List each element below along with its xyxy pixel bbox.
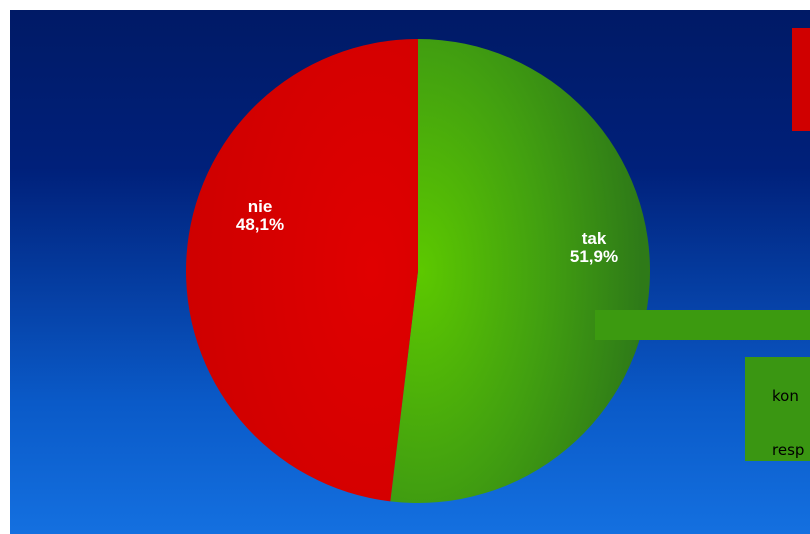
pie-slice-nie [186, 39, 418, 502]
slice-name-tak: tak [581, 229, 607, 248]
slice-name-nie: nie [247, 197, 273, 216]
slice-value-tak: 51,9% [569, 247, 619, 266]
chart-canvas: nie 48,1% tak 51,9% kon resp [10, 10, 810, 534]
info-text-line1: kon [772, 387, 799, 405]
slice-label-nie: nie 48,1% [215, 198, 305, 234]
pie-slice-tak [390, 39, 651, 503]
green-info-box: kon resp [745, 357, 810, 461]
green-bar [595, 310, 810, 340]
pie-chart [186, 39, 651, 503]
slice-label-tak: tak 51,9% [549, 230, 639, 266]
red-legend-box [792, 28, 810, 131]
info-text-line2: resp [772, 441, 805, 459]
slice-value-nie: 48,1% [235, 215, 285, 234]
